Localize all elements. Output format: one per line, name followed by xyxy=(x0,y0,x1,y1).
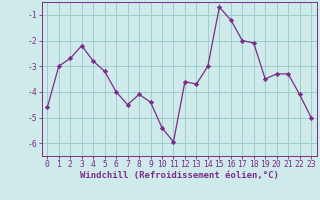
X-axis label: Windchill (Refroidissement éolien,°C): Windchill (Refroidissement éolien,°C) xyxy=(80,171,279,180)
